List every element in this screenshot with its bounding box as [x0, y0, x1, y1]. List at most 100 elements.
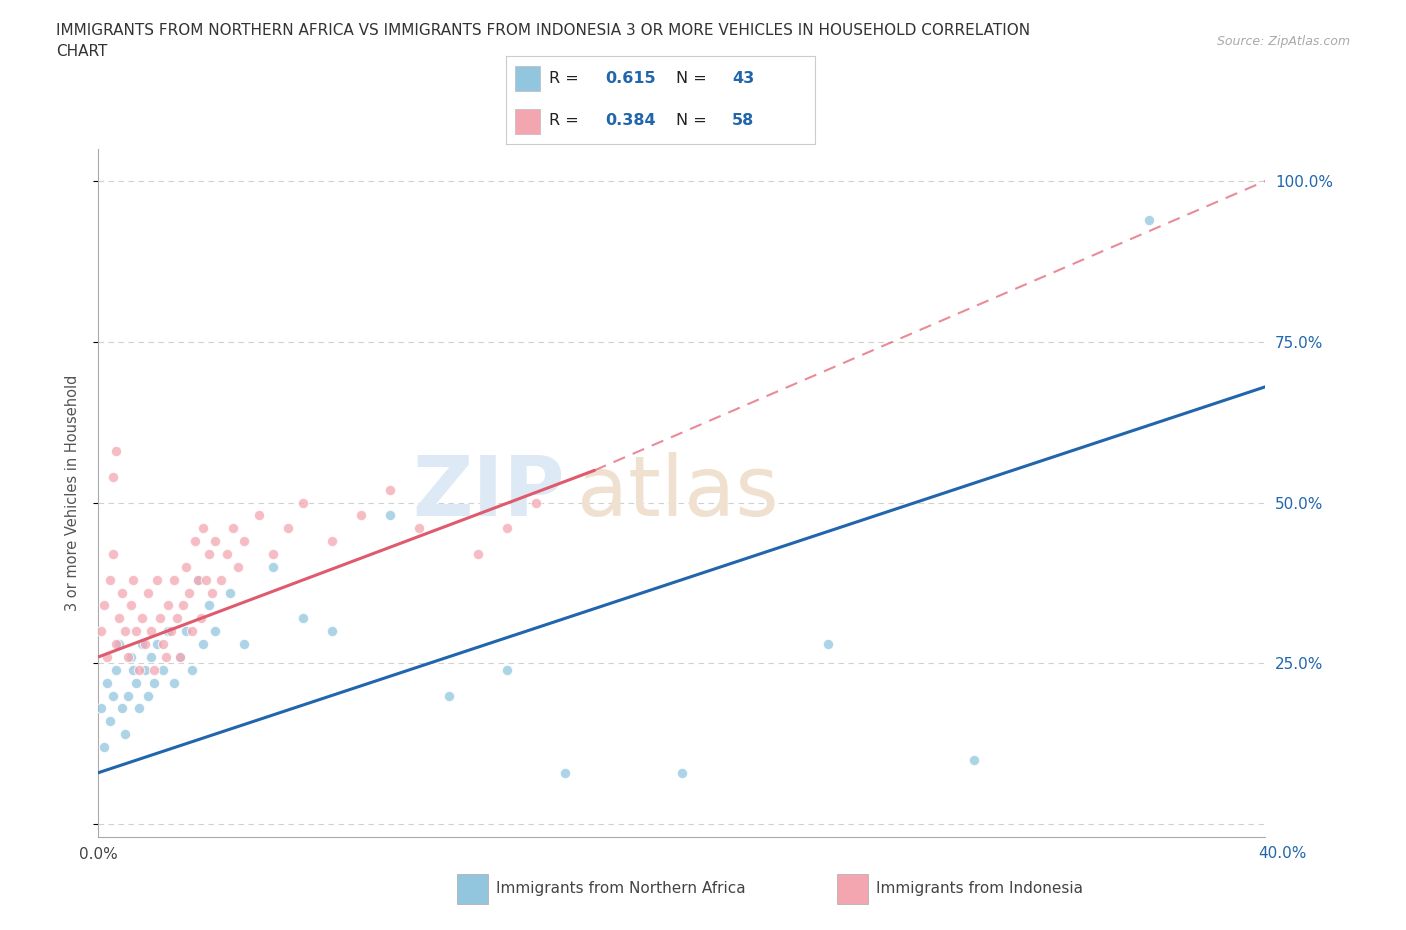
Text: R =: R = — [550, 113, 585, 128]
Point — [962, 752, 984, 767]
Point — [195, 572, 218, 587]
Point — [183, 534, 205, 549]
Text: 0.615: 0.615 — [605, 71, 655, 86]
Point — [221, 521, 243, 536]
Text: 43: 43 — [733, 71, 754, 86]
Point — [125, 675, 148, 690]
Point — [96, 649, 118, 664]
Text: CHART: CHART — [56, 44, 108, 59]
Point — [152, 662, 174, 677]
Point — [142, 675, 165, 690]
Point — [114, 726, 136, 741]
FancyBboxPatch shape — [516, 66, 540, 91]
FancyBboxPatch shape — [516, 109, 540, 134]
Point — [120, 598, 142, 613]
Point — [321, 624, 343, 639]
Point — [117, 649, 139, 664]
Point — [128, 701, 150, 716]
Point — [321, 534, 343, 549]
Point — [90, 624, 112, 639]
Point — [437, 688, 460, 703]
Point — [134, 637, 156, 652]
Point — [163, 675, 186, 690]
Point — [93, 598, 115, 613]
Point — [169, 649, 191, 664]
Point — [233, 637, 256, 652]
Text: Immigrants from Indonesia: Immigrants from Indonesia — [876, 881, 1083, 896]
Point — [262, 547, 284, 562]
Point — [350, 508, 373, 523]
Point — [152, 637, 174, 652]
Point — [204, 534, 226, 549]
Point — [1137, 212, 1160, 227]
Point — [180, 662, 202, 677]
Point — [157, 624, 180, 639]
Point — [101, 470, 124, 485]
Point — [98, 572, 121, 587]
Text: N =: N = — [676, 71, 713, 86]
Point — [218, 585, 240, 600]
Point — [96, 675, 118, 690]
Point — [128, 662, 150, 677]
Point — [166, 611, 188, 626]
Text: N =: N = — [676, 113, 713, 128]
Point — [554, 765, 576, 780]
Point — [160, 624, 183, 639]
Point — [146, 572, 169, 587]
Point — [277, 521, 299, 536]
Point — [291, 611, 314, 626]
Point — [98, 714, 121, 729]
Point — [139, 649, 162, 664]
Y-axis label: 3 or more Vehicles in Household: 3 or more Vehicles in Household — [65, 375, 80, 611]
Point — [378, 483, 402, 498]
Point — [193, 521, 215, 536]
Point — [198, 547, 221, 562]
Point — [190, 611, 212, 626]
Point — [262, 560, 284, 575]
Text: Immigrants from Northern Africa: Immigrants from Northern Africa — [496, 881, 747, 896]
Point — [131, 611, 153, 626]
Point — [90, 701, 112, 716]
Point — [187, 572, 209, 587]
Point — [198, 598, 221, 613]
Point — [117, 688, 139, 703]
Point — [101, 547, 124, 562]
Point — [142, 662, 165, 677]
Point — [408, 521, 430, 536]
Point — [122, 572, 145, 587]
Point — [101, 688, 124, 703]
Text: 58: 58 — [733, 113, 754, 128]
Point — [201, 585, 224, 600]
Point — [149, 611, 172, 626]
Point — [108, 611, 131, 626]
Point — [180, 624, 202, 639]
Text: Source: ZipAtlas.com: Source: ZipAtlas.com — [1216, 35, 1350, 48]
Point — [228, 560, 250, 575]
Text: 40.0%: 40.0% — [1258, 846, 1306, 861]
Point — [209, 572, 232, 587]
Point — [524, 495, 547, 510]
Point — [215, 547, 238, 562]
Point — [139, 624, 162, 639]
Point — [467, 547, 489, 562]
Point — [172, 598, 194, 613]
Point — [817, 637, 839, 652]
Point — [495, 662, 517, 677]
Point — [111, 701, 134, 716]
Text: atlas: atlas — [576, 452, 779, 534]
Point — [136, 585, 159, 600]
Point — [136, 688, 159, 703]
Point — [104, 444, 127, 458]
Point — [671, 765, 693, 780]
Point — [291, 495, 314, 510]
Text: IMMIGRANTS FROM NORTHERN AFRICA VS IMMIGRANTS FROM INDONESIA 3 OR MORE VEHICLES : IMMIGRANTS FROM NORTHERN AFRICA VS IMMIG… — [56, 23, 1031, 38]
Text: R =: R = — [550, 71, 585, 86]
Point — [169, 649, 191, 664]
Point — [187, 572, 209, 587]
Point — [146, 637, 169, 652]
Point — [174, 624, 197, 639]
Point — [122, 662, 145, 677]
Point — [233, 534, 256, 549]
Point — [495, 521, 517, 536]
Point — [204, 624, 226, 639]
